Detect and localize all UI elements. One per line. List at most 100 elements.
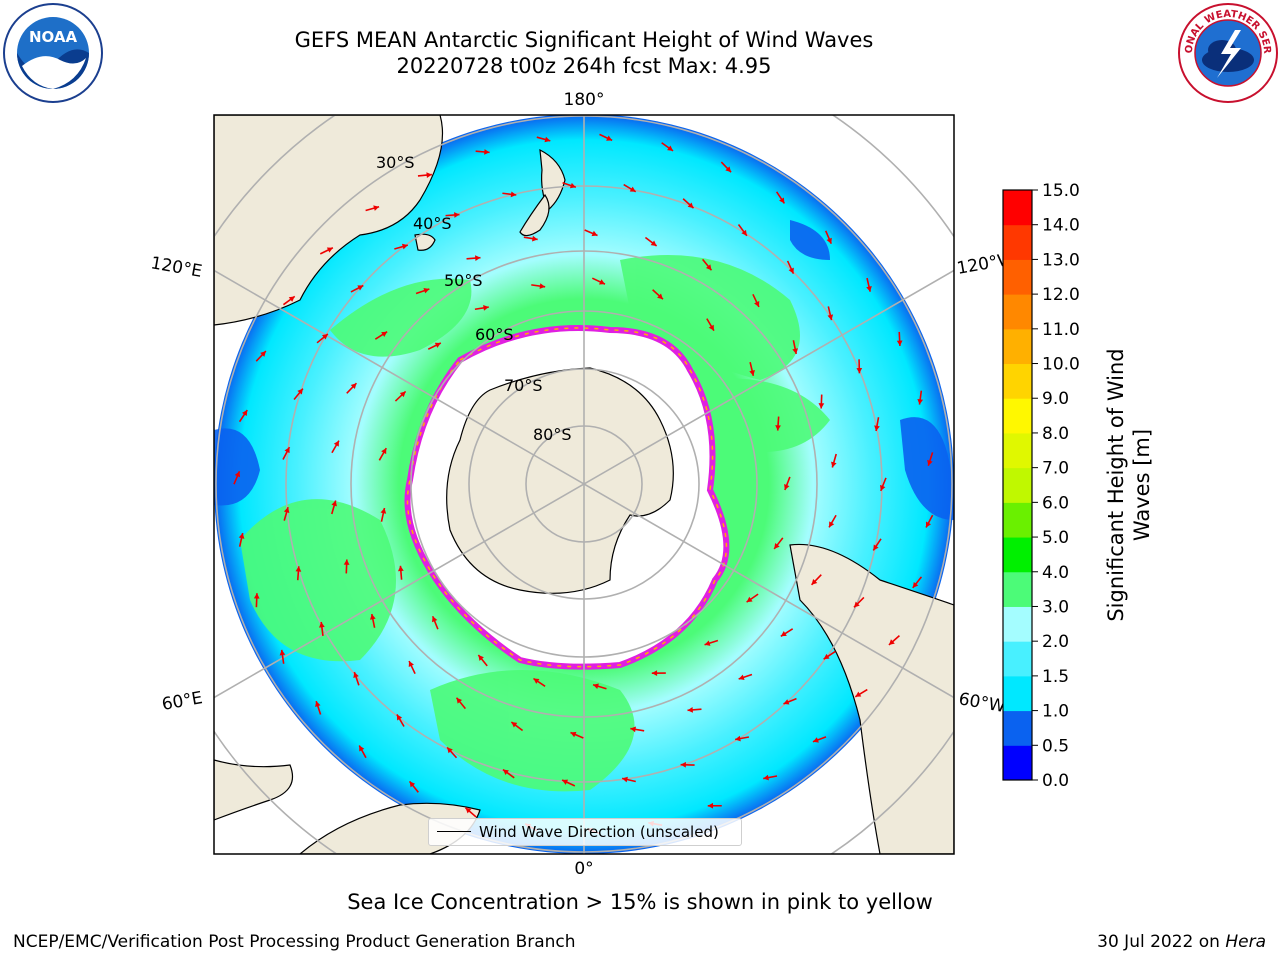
colorbar-segment [1003,224,1032,260]
colorbar-label: Significant Height of Wind Waves [m] [1103,335,1163,635]
chart-subtitle: 20220728 t00z 264h fcst Max: 4.95 [396,54,772,78]
wind-arrow-head [855,691,862,697]
wind-arrow-head [343,559,350,565]
wind-arrow-head [788,267,794,274]
wind-arrow-head [353,672,359,678]
wind-arrow-head [754,300,760,307]
wind-arrow-head [570,731,577,738]
colorbar-tick-label: 2.0 [1042,632,1069,652]
wind-arrow-head [284,447,290,454]
wind-arrow-head [606,135,613,141]
wind-wave-arrows [233,133,934,835]
colorbar-tick-label: 5.0 [1042,528,1069,548]
colorbar-segment [1003,745,1032,781]
colorbar-tick-label: 3.0 [1042,597,1069,617]
colorbar-segment [1003,398,1032,434]
colorbar-segment [1003,467,1032,503]
wind-arrow-head [880,484,886,491]
wind-arrow-head [373,205,380,211]
wind-arrow-head [651,670,658,677]
wind-arrow-head [738,674,745,681]
colorbar-segment [1003,675,1032,712]
map-legend: Wind Wave Direction (unscaled) [428,818,742,846]
wind-arrow-head [812,737,819,743]
madagascar [214,759,294,821]
wind-arrow-head [295,566,302,572]
wind-arrow-head [783,699,790,705]
south-america [789,543,954,854]
colorbar-tick-label: 14.0 [1042,216,1080,236]
colorbar-tick-label: 7.0 [1042,459,1069,479]
wind-arrow-head [447,747,453,754]
wind-arrow-head [735,735,741,742]
wind-arrow-head [399,391,406,398]
wind-arrow-head [873,544,879,551]
wind-arrow-head [510,191,517,198]
noaa-logo: NOAA [3,3,103,103]
colorbar-segment [1003,432,1032,469]
wind-arrow-head [426,172,432,178]
lat-label-30s: 30°S [376,153,415,172]
wind-arrow-head [234,471,241,478]
colorbar-segment [1003,710,1032,746]
wind-arrow-head [241,410,248,416]
wind-arrow-head [774,543,780,549]
wind-arrow-head [687,202,694,209]
wind-arrow-head [484,149,490,155]
colorbar-tick-label: 13.0 [1042,250,1080,270]
colorbar-tick-label: 11.0 [1042,320,1080,340]
wind-arrow-head [381,331,388,337]
new-zealand-north [539,148,566,211]
legend-text: Wind Wave Direction (unscaled) [479,823,719,841]
colorbar-segment [1003,190,1032,226]
wind-arrow-head [912,581,919,588]
map-frame [213,114,955,855]
wind-arrow-head [823,653,830,660]
wind-arrow-head [667,145,674,151]
wind-arrow-head [380,508,387,514]
wind-arrow-head [705,264,712,271]
lat-label-70s: 70°S [504,376,543,395]
tasmania [414,233,436,251]
wind-arrow-head [827,314,834,321]
wind-arrow-head [927,459,933,466]
colorbar-label-line2: Waves [m] [1130,428,1154,542]
wind-arrow-head [853,601,860,608]
sea-ice-note: Sea Ice Concentration > 15% is shown in … [347,890,933,914]
wind-arrow-head [593,683,599,690]
colorbar-segment [1003,363,1032,399]
wind-arrow-head [775,425,781,431]
wind-arrow-head [370,614,376,620]
wind-arrow-head [569,182,576,189]
lon-label-0: 0° [574,859,593,879]
wind-arrow-head [253,593,260,599]
colorbar-tick-label: 6.0 [1042,493,1069,513]
colorbar-tick-label: 10.0 [1042,355,1080,375]
wind-arrow-head [746,596,753,603]
nws-logo: NATIONAL WEATHER SERVICE [1177,2,1278,103]
wind-arrow-head [238,533,245,539]
wind-arrow-head [502,769,509,775]
noaa-logo-text: NOAA [29,28,78,46]
wind-arrow-head [562,779,569,785]
colorbar-segment [1003,259,1032,295]
wind-arrow-head [478,654,484,661]
wind-arrow-head [511,722,518,728]
colorbar-tick-label: 0.5 [1042,736,1069,756]
lon-label-180: 180° [564,90,605,110]
wind-arrow-head [650,240,657,246]
wind-arrow-head [622,776,628,783]
wind-arrow-head [544,136,551,143]
chart-title: GEFS MEAN Antarctic Significant Height o… [294,28,874,52]
colorbar-label-line1: Significant Height of Wind [1104,348,1128,622]
colorbar-tick-label: 4.0 [1042,563,1069,583]
wind-arrow-head [539,283,546,289]
colorbar-segment [1003,502,1032,538]
wind-arrow-head [792,348,798,354]
colorbar-tick-label: 1.0 [1042,702,1069,722]
wind-arrow-head [779,197,785,204]
wind-arrow-head [397,565,404,572]
wind-arrow-head [818,403,825,409]
wind-arrow-head [288,296,295,302]
